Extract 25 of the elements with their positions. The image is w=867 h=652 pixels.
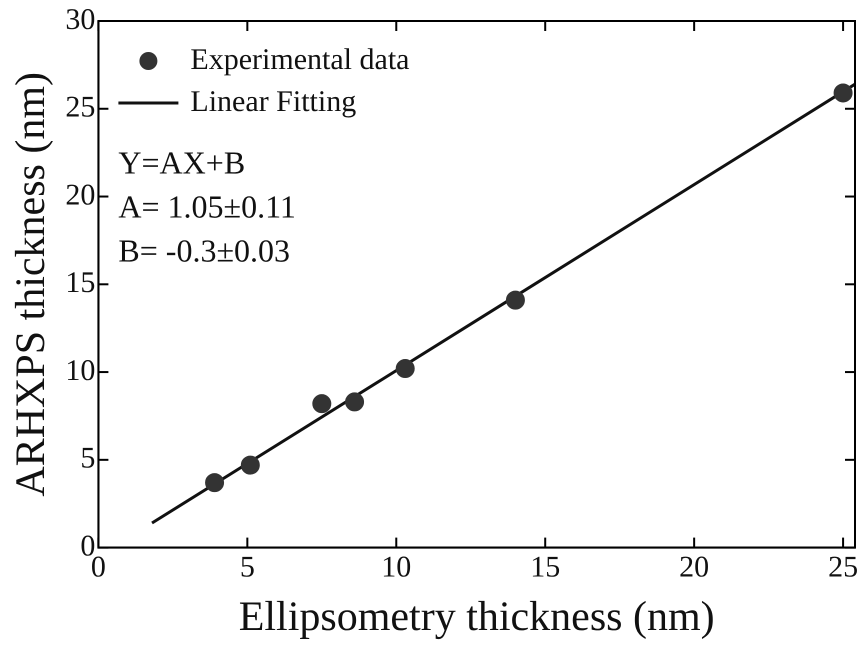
point — [240, 456, 260, 475]
point — [506, 290, 525, 310]
x-axis-title: Ellipsometry thickness (nm) — [238, 594, 715, 640]
point — [345, 392, 364, 412]
y-tick-label: 30 — [65, 2, 96, 36]
x-tick-label: 25 — [828, 550, 858, 584]
y-axis-title: ARHXPS thickness (nm) — [8, 72, 54, 497]
y-tick-label: 20 — [65, 178, 96, 212]
y-tick-label: 10 — [65, 354, 96, 387]
x-tick-label: 15 — [530, 550, 560, 584]
legend-label: Linear Fitting — [190, 84, 356, 118]
x-tick-label: 5 — [240, 550, 255, 584]
x-tick-label: 10 — [381, 550, 412, 584]
point — [834, 83, 853, 102]
annotation: A= 1.05±0.11 — [118, 188, 296, 224]
point — [205, 473, 224, 492]
annotation: B= -0.3±0.03 — [118, 232, 290, 268]
point — [312, 394, 332, 414]
x-tick-label: 20 — [679, 550, 710, 584]
legend-label: Experimental data — [190, 42, 410, 76]
y-tick-label: 15 — [65, 266, 96, 300]
annotation: Y=AX+B — [118, 144, 246, 180]
y-tick-label: 5 — [80, 442, 96, 475]
point — [396, 359, 415, 378]
y-tick-label: 25 — [65, 90, 96, 124]
